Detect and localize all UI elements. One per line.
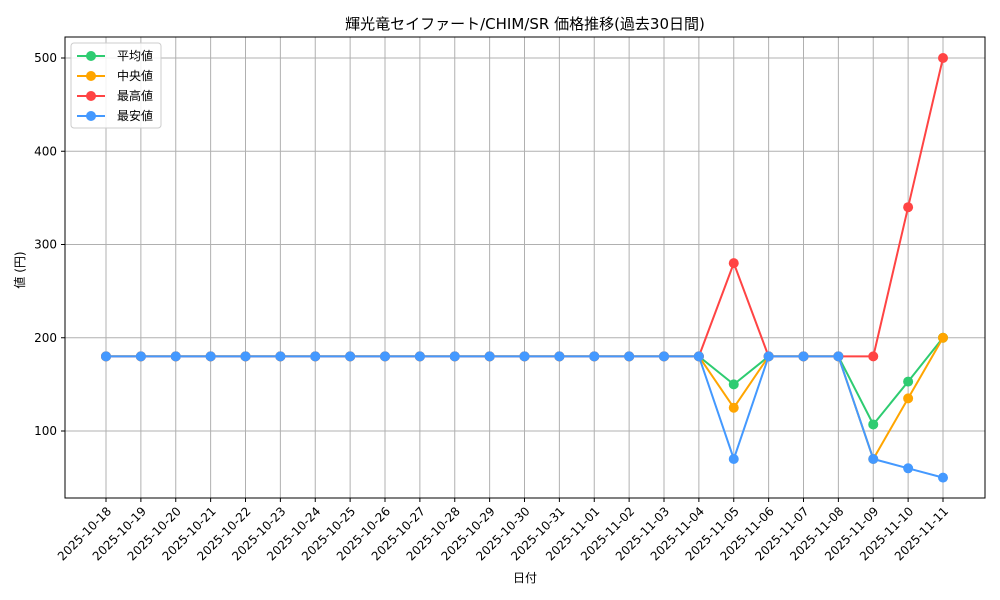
y-tick-label: 300 — [34, 238, 57, 252]
data-point-marker — [728, 379, 739, 390]
legend-marker-icon — [86, 71, 96, 81]
data-point-marker — [589, 351, 600, 362]
data-point-marker — [903, 376, 914, 387]
legend-item: 最高値 — [77, 88, 153, 103]
legend-label: 中央値 — [117, 68, 153, 83]
x-axis-label: 日付 — [513, 571, 537, 585]
legend-item: 中央値 — [77, 68, 153, 83]
data-point-marker — [484, 351, 495, 362]
data-point-marker — [345, 351, 356, 362]
data-point-marker — [763, 351, 774, 362]
legend-item: 平均値 — [77, 48, 153, 63]
legend-item: 最安値 — [77, 108, 153, 123]
legend-label: 平均値 — [117, 48, 153, 63]
legend-marker-icon — [86, 51, 96, 61]
data-point-marker — [938, 53, 948, 63]
legend-marker-icon — [86, 91, 96, 101]
x-axis-ticks: 2025-10-182025-10-192025-10-202025-10-21… — [55, 498, 951, 563]
y-tick-label: 500 — [34, 51, 57, 65]
data-point-marker — [868, 453, 879, 464]
y-tick-label: 200 — [34, 331, 57, 345]
data-point-marker — [903, 393, 914, 404]
y-tick-label: 400 — [34, 144, 57, 158]
data-point-marker — [693, 351, 704, 362]
data-point-marker — [275, 351, 286, 362]
data-point-marker — [938, 472, 948, 483]
data-point-marker — [833, 351, 844, 362]
series-lines — [101, 53, 948, 483]
data-point-marker — [135, 351, 146, 362]
data-point-marker — [205, 351, 216, 362]
data-point-marker — [728, 402, 739, 413]
y-axis-ticks: 100 200 300 400 500 — [34, 51, 65, 438]
data-point-marker — [798, 351, 809, 362]
data-point-marker — [101, 351, 111, 362]
legend-marker-icon — [86, 111, 96, 121]
data-point-marker — [903, 202, 914, 213]
legend-box — [70, 42, 162, 129]
data-point-marker — [170, 351, 181, 362]
data-point-marker — [414, 351, 425, 362]
y-axis-label: 値 (円) — [12, 251, 27, 288]
series-3 — [101, 351, 948, 483]
data-point-marker — [868, 351, 879, 362]
data-point-marker — [728, 258, 739, 269]
data-point-marker — [310, 351, 321, 362]
chart-title: 輝光竜セイファート/CHIM/SR 価格推移(過去30日間) — [345, 15, 705, 33]
legend-label: 最安値 — [117, 108, 153, 123]
data-point-marker — [868, 419, 879, 430]
grid — [65, 37, 985, 498]
legend-label: 最高値 — [117, 88, 153, 103]
data-point-marker — [449, 351, 460, 362]
data-point-marker — [903, 463, 914, 474]
data-point-marker — [380, 351, 390, 362]
data-point-marker — [240, 351, 251, 362]
data-point-marker — [659, 351, 669, 362]
data-point-marker — [624, 351, 635, 362]
data-point-marker — [519, 351, 530, 362]
data-point-marker — [728, 453, 739, 464]
data-point-marker — [938, 332, 948, 343]
y-tick-label: 100 — [34, 424, 57, 438]
data-point-marker — [554, 351, 565, 362]
